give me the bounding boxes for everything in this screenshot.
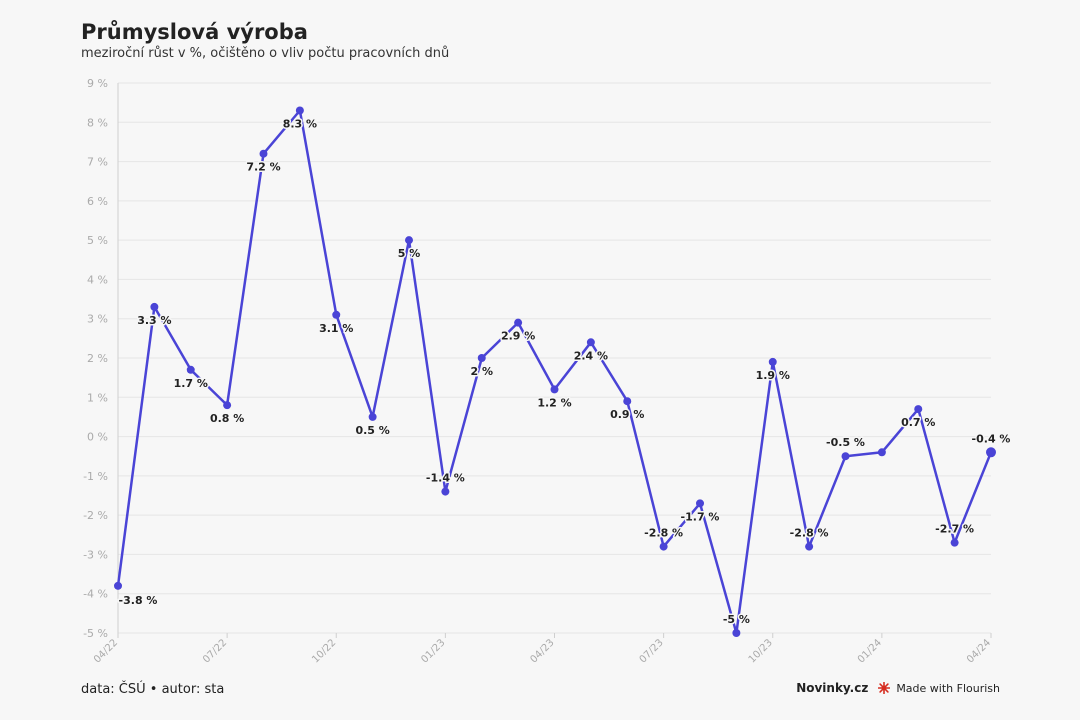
x-tick-label: 01/24 bbox=[856, 637, 884, 665]
data-point bbox=[441, 487, 450, 496]
data-label: 2 % bbox=[470, 365, 493, 378]
chart-subtitle: meziroční růst v %, očištěno o vliv počt… bbox=[81, 46, 450, 61]
x-tick-label: 10/23 bbox=[747, 637, 775, 665]
x-tick-label: 07/23 bbox=[638, 637, 666, 665]
data-point bbox=[295, 106, 304, 115]
data-label: -1.4 % bbox=[426, 472, 465, 485]
y-tick-label: 0 % bbox=[87, 431, 108, 444]
data-label: 0.7 % bbox=[901, 416, 935, 429]
data-point bbox=[186, 365, 195, 374]
flourish-credit[interactable]: Made with Flourish bbox=[896, 681, 1000, 695]
data-label: -3.8 % bbox=[119, 594, 158, 607]
data-point bbox=[986, 447, 996, 458]
y-tick-label: 8 % bbox=[87, 116, 108, 129]
novinky-logo[interactable]: Novinky.cz bbox=[796, 681, 869, 695]
data-point bbox=[877, 448, 886, 457]
data-label: -2.7 % bbox=[935, 523, 974, 536]
data-point bbox=[805, 542, 814, 551]
data-point bbox=[732, 629, 741, 637]
data-label: 5 % bbox=[398, 247, 421, 260]
data-label: 7.2 % bbox=[246, 161, 280, 174]
data-label: -0.4 % bbox=[972, 432, 1011, 445]
data-point bbox=[150, 302, 159, 311]
chart-title: Průmyslová výroba bbox=[81, 20, 308, 44]
data-label: 0.8 % bbox=[210, 412, 244, 425]
data-point bbox=[623, 397, 632, 406]
y-tick-label: 3 % bbox=[87, 313, 108, 326]
data-point bbox=[223, 401, 232, 410]
data-point bbox=[477, 354, 486, 362]
data-label: 0.9 % bbox=[610, 408, 644, 421]
y-tick-label: -1 % bbox=[83, 470, 108, 483]
y-tick-label: 1 % bbox=[87, 391, 108, 404]
data-label: -2.8 % bbox=[790, 527, 829, 540]
data-label: -5 % bbox=[723, 613, 750, 626]
data-label: 0.5 % bbox=[355, 424, 389, 437]
y-tick-label: 9 % bbox=[87, 77, 108, 90]
data-point bbox=[696, 499, 704, 508]
y-tick-label: 4 % bbox=[87, 273, 108, 286]
data-label: 2.9 % bbox=[501, 330, 535, 343]
x-tick-label: 01/23 bbox=[419, 637, 447, 665]
data-label: -0.5 % bbox=[826, 436, 865, 449]
y-tick-label: 7 % bbox=[87, 156, 108, 169]
data-point bbox=[914, 405, 923, 414]
data-label: 2.4 % bbox=[574, 349, 608, 362]
flourish-icon bbox=[878, 682, 891, 694]
data-point bbox=[514, 318, 523, 327]
x-tick-label: 10/22 bbox=[310, 637, 338, 665]
data-label: 3.3 % bbox=[137, 314, 171, 327]
data-point bbox=[586, 338, 595, 347]
y-tick-label: -3 % bbox=[83, 548, 108, 561]
y-tick-label: 5 % bbox=[87, 234, 108, 247]
data-label: 1.9 % bbox=[756, 369, 790, 382]
data-label: -1.7 % bbox=[681, 510, 720, 523]
footer-brand: Novinky.cz Made with Flourish bbox=[796, 681, 1000, 695]
data-point bbox=[405, 236, 413, 245]
data-label: -2.8 % bbox=[644, 527, 683, 540]
data-point bbox=[768, 357, 777, 366]
x-tick-label: 04/23 bbox=[528, 637, 556, 665]
y-tick-label: -2 % bbox=[83, 509, 108, 522]
data-point bbox=[950, 538, 959, 547]
data-point bbox=[332, 310, 341, 319]
data-point bbox=[259, 149, 268, 158]
data-point bbox=[659, 542, 668, 551]
data-label: 1.7 % bbox=[174, 377, 208, 390]
y-tick-label: -4 % bbox=[83, 588, 108, 601]
data-label: 3.1 % bbox=[319, 322, 353, 335]
x-tick-label: 04/22 bbox=[92, 637, 120, 665]
source-note: data: ČSÚ • autor: sta bbox=[81, 682, 225, 697]
x-tick-label: 04/24 bbox=[965, 637, 993, 665]
data-point bbox=[841, 452, 850, 461]
y-tick-label: 6 % bbox=[87, 195, 108, 208]
data-point bbox=[368, 412, 377, 421]
x-tick-label: 07/22 bbox=[201, 637, 229, 665]
data-label: 1.2 % bbox=[537, 396, 571, 409]
y-tick-label: -5 % bbox=[83, 627, 108, 640]
data-label: 8.3 % bbox=[283, 118, 317, 131]
y-tick-label: 2 % bbox=[87, 352, 108, 365]
data-point bbox=[114, 581, 122, 590]
data-point bbox=[550, 385, 559, 394]
